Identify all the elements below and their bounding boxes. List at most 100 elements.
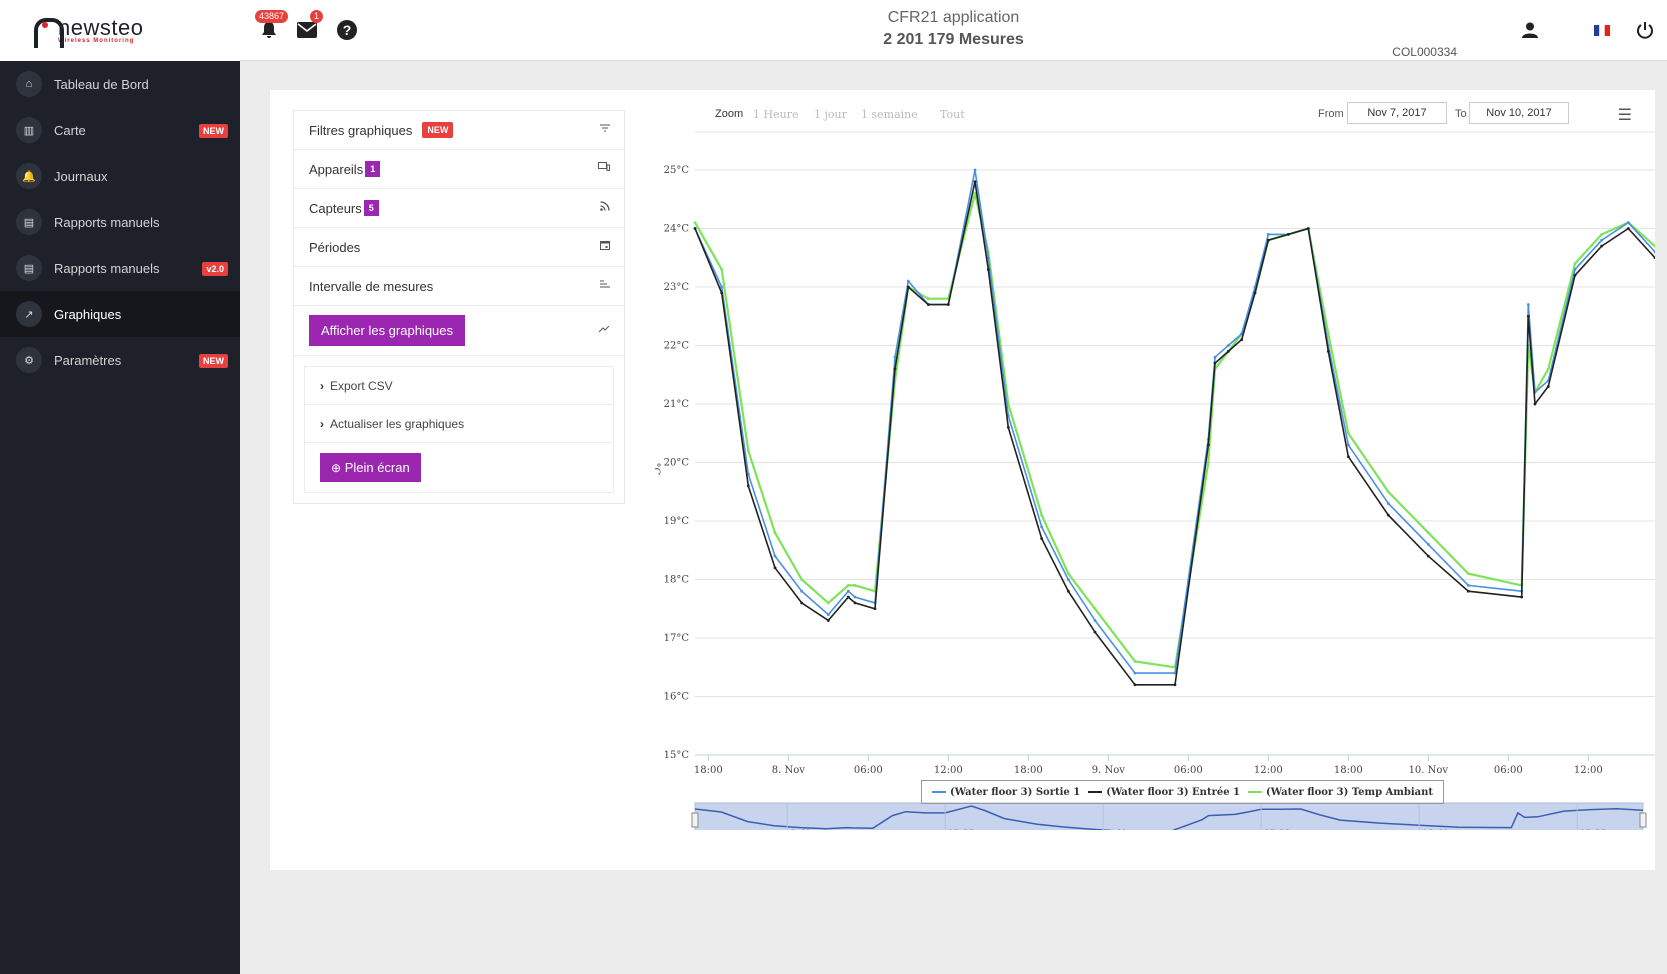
logo[interactable]: newsteo Wireless Monitoring (0, 0, 240, 61)
y-tick-label: 17°C (664, 633, 690, 644)
data-point (1093, 607, 1097, 611)
data-point (773, 554, 777, 558)
data-point (1520, 595, 1524, 599)
navigator-tick-label: 12:00 (1580, 829, 1606, 830)
report-icon: ▤ (16, 209, 42, 235)
chart-menu-icon[interactable]: ☰ (1617, 105, 1632, 124)
language-flag-fr-icon[interactable] (1590, 18, 1614, 42)
sidebar-item-param-tres[interactable]: ⚙ Paramètres NEW (0, 337, 240, 383)
periodes-label: Périodes (309, 239, 361, 255)
legend-label: (Water floor 3) Sortie 1 (950, 786, 1081, 798)
top-header: 43867 1 ? CFR21 application 2 201 179 Me… (240, 0, 1667, 61)
data-point (853, 595, 857, 599)
data-point (1266, 232, 1270, 236)
calendar-icon (600, 240, 610, 253)
x-tick-label: 06:00 (854, 765, 883, 776)
filtres-graphiques-row[interactable]: Filtres graphiques NEW (294, 111, 624, 150)
chart-legend: (Water floor 3) Sortie 1 (Water floor 3) … (921, 780, 1445, 804)
sidebar-item-label: Rapports manuels (54, 260, 160, 276)
data-point (1133, 683, 1137, 687)
data-point (986, 268, 990, 271)
actualiser-link[interactable]: › Actualiser les graphiques (305, 405, 613, 443)
data-point (973, 180, 977, 184)
sidebar-item-journaux[interactable]: 🔔 Journaux (0, 153, 240, 199)
x-tick-label: 12:00 (1254, 765, 1283, 776)
notifications-bell-icon[interactable]: 43867 (255, 10, 289, 42)
power-logout-icon[interactable] (1633, 18, 1657, 42)
data-point (1386, 490, 1390, 494)
sidebar-nav: ⌂ Tableau de Bord ▥ Carte NEW 🔔 Journaux ▤ Rappo… (0, 61, 240, 383)
data-point (973, 168, 977, 172)
x-tick-label: 18:00 (1014, 765, 1043, 776)
chevron-right-icon: › (320, 416, 324, 431)
periodes-row[interactable]: Périodes (294, 228, 624, 267)
zoom-1-day-button[interactable]: 1 jour (814, 108, 847, 121)
messages-envelope-icon[interactable]: 1 (295, 10, 324, 42)
navigator-selection[interactable] (694, 802, 1644, 830)
intervalle-row[interactable]: Intervalle de mesures (294, 267, 624, 306)
sidebar-item-tableau-de-bord[interactable]: ⌂ Tableau de Bord (0, 61, 240, 107)
from-label: From (1318, 108, 1344, 120)
sidebar-item-graphiques[interactable]: ↗ Graphiques (0, 291, 240, 337)
chevron-right-icon: › (320, 378, 324, 393)
data-point (1533, 402, 1537, 406)
legend-item[interactable]: (Water floor 3) Temp Ambiant (1248, 787, 1433, 798)
zoom-all-button[interactable]: Tout (940, 108, 965, 121)
sidebar-item-badge: NEW (199, 354, 228, 368)
afficher-graphiques-button[interactable]: Afficher les graphiques (309, 315, 466, 346)
sidebar-item-rapports-manuels[interactable]: ▤ Rapports manuels (0, 199, 240, 245)
data-point (1546, 367, 1550, 371)
capteurs-row[interactable]: Capteurs 5 (294, 189, 624, 228)
sidebar-item-badge: v2.0 (202, 262, 228, 276)
legend-swatch (932, 791, 946, 793)
appareils-row[interactable]: Appareils 1 (294, 150, 624, 189)
afficher-row: Afficher les graphiques (294, 306, 624, 356)
export-csv-link[interactable]: › Export CSV (305, 367, 613, 405)
interval-bars-icon (600, 279, 610, 291)
sidebar-item-label: Carte (54, 122, 86, 138)
data-point (1040, 513, 1044, 517)
data-point (826, 613, 830, 616)
help-icon[interactable]: ? (335, 18, 359, 42)
data-point (1213, 361, 1217, 365)
data-point (1266, 238, 1270, 242)
series-line[interactable] (694, 181, 1655, 686)
navigator-handle[interactable] (691, 812, 699, 828)
data-point (846, 589, 850, 593)
data-point (1253, 291, 1257, 295)
filtres-graphiques-label: Filtres graphiques (309, 122, 413, 138)
plein-ecran-label: Plein écran (344, 460, 410, 475)
plein-ecran-button[interactable]: ⊕ Plein écran (320, 453, 421, 482)
sidebar-item-rapports-manuels[interactable]: ▤ Rapports manuels v2.0 (0, 245, 240, 291)
series-line[interactable] (694, 169, 1655, 674)
data-point (1626, 227, 1630, 230)
sidebar-item-label: Journaux (54, 168, 108, 184)
data-point (893, 367, 897, 371)
y-axis-title: °C (655, 463, 661, 476)
data-point (746, 484, 750, 488)
map-icon: ▥ (16, 117, 42, 143)
data-point (1600, 244, 1604, 248)
data-point (1173, 683, 1177, 687)
zoom-label: Zoom (715, 108, 744, 120)
data-point (1526, 314, 1530, 318)
to-date-input[interactable] (1469, 102, 1569, 124)
legend-item[interactable]: (Water floor 3) Sortie 1 (932, 787, 1080, 798)
from-date-input[interactable] (1347, 102, 1447, 124)
data-point (826, 619, 830, 622)
data-point (1133, 671, 1137, 675)
data-point (1346, 455, 1350, 459)
zoom-1-week-button[interactable]: 1 semaine (861, 108, 918, 121)
zoom-1-hour-button[interactable]: 1 Heure (753, 108, 799, 121)
data-point (1386, 502, 1390, 505)
sidebar-item-carte[interactable]: ▥ Carte NEW (0, 107, 240, 153)
legend-item[interactable]: (Water floor 3) Entrée 1 (1088, 787, 1240, 798)
data-point (986, 256, 990, 260)
data-point (1326, 349, 1330, 353)
data-point (720, 285, 724, 289)
navigator-handle[interactable] (1639, 812, 1647, 828)
data-point (906, 279, 910, 283)
app-title: CFR21 application (887, 9, 1020, 26)
user-icon[interactable] (1518, 18, 1542, 42)
data-point (853, 601, 857, 605)
